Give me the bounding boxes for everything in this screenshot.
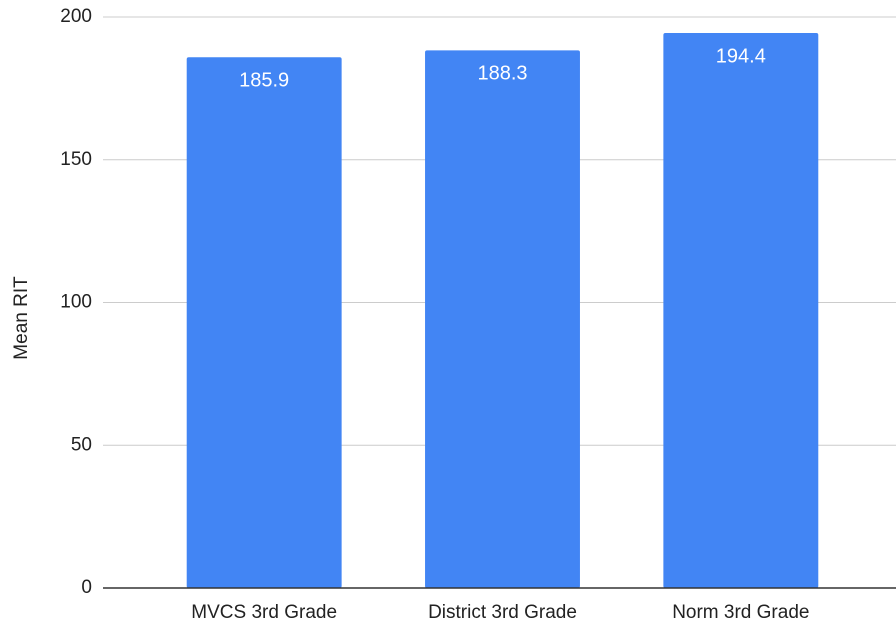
y-tick-label: 0 bbox=[81, 577, 92, 598]
y-tick-label: 200 bbox=[60, 6, 92, 27]
y-tick-label: 150 bbox=[60, 149, 92, 170]
data-label: 194.4 bbox=[716, 45, 766, 67]
bar bbox=[663, 32, 819, 589]
bar bbox=[186, 57, 342, 589]
y-tick-label: 50 bbox=[71, 434, 92, 455]
x-tick-label: District 3rd Grade bbox=[428, 602, 577, 623]
y-tick-label: 100 bbox=[60, 292, 92, 313]
x-tick-label: Norm 3rd Grade bbox=[672, 602, 809, 623]
y-axis-label: Mean RIT bbox=[11, 276, 32, 360]
data-label: 188.3 bbox=[477, 63, 527, 85]
data-label: 185.9 bbox=[239, 70, 289, 92]
bar bbox=[425, 50, 580, 588]
x-tick-label: MVCS 3rd Grade bbox=[191, 602, 337, 623]
